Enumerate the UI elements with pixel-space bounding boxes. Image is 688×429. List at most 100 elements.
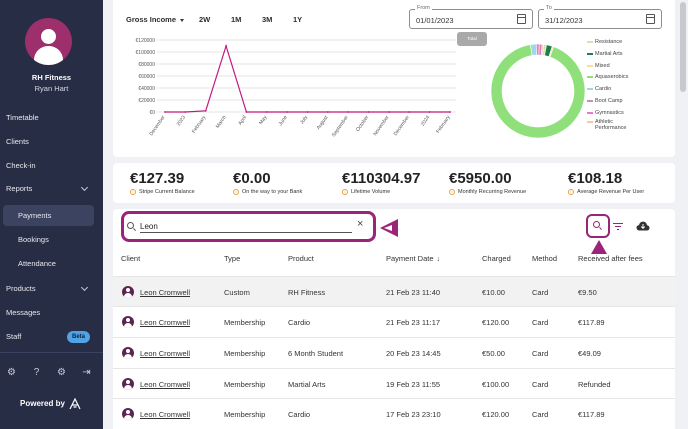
x-tick-label: 2024 (420, 115, 431, 128)
column-header-product[interactable]: Product (288, 254, 314, 263)
user-name: Ryan Hart (34, 84, 69, 93)
chevron-down-icon (80, 283, 89, 292)
sort-down-icon[interactable]: ↓ (436, 256, 441, 263)
table-row[interactable]: Leon Cromwell Membership Cardio 17 Feb 2… (113, 398, 675, 428)
sidebar-item-messages[interactable]: Messages (6, 308, 41, 317)
scrollbar[interactable] (680, 2, 686, 92)
client-link[interactable]: Leon Cromwell (140, 288, 191, 297)
table-row[interactable]: Leon Cromwell Membership 6 Month Student… (113, 337, 675, 367)
client-link[interactable]: Leon Cromwell (140, 410, 191, 419)
column-header-received[interactable]: Received after fees (578, 254, 643, 263)
x-tick-label: June (278, 115, 289, 128)
data-point (164, 111, 166, 113)
powered-by: Powered by (20, 397, 81, 410)
column-header-client[interactable]: Client (121, 254, 141, 263)
to-date-field[interactable]: To 31/12/2023 (538, 5, 662, 29)
cell-product: RH Fitness (288, 288, 326, 297)
cloud-download-icon[interactable] (636, 221, 650, 231)
table-row[interactable]: Leon Cromwell Membership Martial Arts 19… (113, 368, 675, 398)
sidebar-item-clients[interactable]: Clients (6, 137, 29, 146)
client-avatar (122, 286, 134, 298)
client-link[interactable]: Leon Cromwell (140, 380, 191, 389)
range-3m-button[interactable]: 3M (262, 15, 273, 24)
search-icon (127, 222, 134, 229)
sidebar-item-reports[interactable]: Reports (6, 184, 33, 193)
donut-slice (540, 43, 544, 56)
cell-product: Martial Arts (288, 380, 326, 389)
table-row[interactable]: Leon Cromwell Membership Cardio 21 Feb 2… (113, 306, 675, 336)
client-avatar (122, 316, 134, 328)
data-point (265, 111, 268, 113)
annotation-arrow-up (591, 240, 607, 254)
legend-item[interactable]: Boot Camp (587, 98, 623, 104)
help-icon[interactable]: ? (33, 367, 40, 378)
business-name: RH Fitness (31, 73, 72, 82)
data-point (306, 111, 309, 113)
legend-label: Boot Camp (595, 98, 623, 104)
period-select[interactable]: Gross Income (126, 15, 185, 24)
column-header-method[interactable]: Method (532, 254, 558, 263)
column-header-charged[interactable]: Charged (482, 254, 511, 263)
payments-table-panel (113, 209, 675, 429)
cell-type: Membership (224, 380, 266, 389)
x-tick-label: December (393, 114, 411, 137)
x-tick-label: March (215, 115, 228, 130)
sidebar-item-timetable[interactable]: Timetable (6, 113, 39, 122)
client-link[interactable]: Leon Cromwell (140, 349, 191, 358)
calendar-icon[interactable] (517, 14, 526, 24)
cell-method: Card (532, 380, 549, 389)
info-icon[interactable]: i (130, 189, 136, 195)
stat-value: €110304.97 (342, 170, 421, 187)
stat-stripe-balance: €127.39 i Stripe Current Balance (130, 170, 195, 195)
legend-item[interactable]: Resistance (587, 39, 623, 45)
cell-charged: €120.00 (482, 318, 510, 327)
sidebar-item-bookings[interactable]: Bookings (18, 235, 49, 244)
search-toggle-button[interactable] (586, 214, 610, 238)
sidebar-item-check-in[interactable]: Check-in (6, 161, 36, 170)
filter-icon[interactable] (613, 222, 623, 231)
info-icon[interactable]: i (233, 189, 239, 195)
legend-item[interactable]: Aquaserobics (587, 74, 628, 80)
y-tick-label: €80000 (138, 62, 155, 68)
legend-item[interactable]: Gymnastics (587, 110, 624, 116)
legend-label: Resistance (595, 39, 623, 45)
range-1m-button[interactable]: 1M (231, 15, 242, 24)
sidebar-item-products[interactable]: Products (6, 284, 36, 293)
legend-item[interactable]: Martial Arts (587, 51, 623, 57)
y-tick-label: €60000 (138, 74, 155, 80)
column-header-type[interactable]: Type (224, 254, 241, 263)
legend-item[interactable]: Athletic Performance (587, 119, 643, 131)
calendar-icon[interactable] (646, 14, 655, 24)
stat-caption: Average Revenue Per User (577, 189, 645, 195)
cell-date: 17 Feb 23 23:10 (386, 410, 441, 419)
from-date-field[interactable]: From 01/01/2023 (409, 5, 533, 29)
range-2w-button[interactable]: 2W (199, 15, 211, 24)
cell-charged: €100.00 (482, 380, 510, 389)
info-icon[interactable]: i (568, 189, 574, 195)
sidebar-item-staff[interactable]: Staff (6, 332, 22, 341)
search-field[interactable]: × (125, 215, 372, 238)
legend-item[interactable]: Cardio (587, 86, 611, 92)
stat-value: €0.00 (233, 170, 271, 187)
client-link[interactable]: Leon Cromwell (140, 318, 191, 327)
client-avatar (122, 347, 134, 359)
range-1y-button[interactable]: 1Y (293, 15, 303, 24)
column-header-payment-date[interactable]: Payment Date ↓ (386, 254, 440, 263)
gear-icon[interactable]: ⚙ (57, 367, 66, 378)
sidebar-item-attendance[interactable]: Attendance (18, 259, 56, 268)
logout-icon[interactable]: ⇥ (82, 367, 91, 378)
sidebar: RH Fitness Ryan Hart Timetable Clients C… (0, 0, 103, 429)
legend-swatch (587, 65, 593, 67)
sidebar-item-payments[interactable]: Payments (18, 211, 52, 220)
clear-search-icon[interactable]: × (357, 218, 364, 230)
info-icon[interactable]: i (342, 189, 348, 195)
avatar[interactable] (25, 18, 72, 65)
search-input[interactable] (140, 220, 352, 233)
total-tab[interactable]: Total (457, 32, 487, 46)
x-tick-label: April (237, 115, 248, 127)
settings-icon[interactable]: ⚙ (7, 367, 16, 378)
legend-item[interactable]: Mixed (587, 63, 610, 69)
y-tick-label: €20000 (138, 98, 155, 104)
table-row[interactable]: Leon Cromwell Custom RH Fitness 21 Feb 2… (113, 276, 675, 306)
info-icon[interactable]: i (449, 189, 455, 195)
